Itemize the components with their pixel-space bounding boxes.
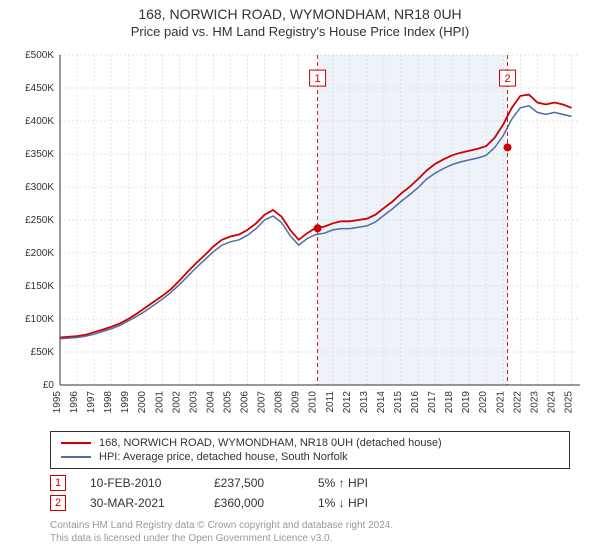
page-subtitle: Price paid vs. HM Land Registry's House … — [0, 24, 600, 45]
svg-text:2000: 2000 — [137, 391, 148, 414]
svg-text:2025: 2025 — [563, 391, 574, 414]
svg-text:£350K: £350K — [25, 149, 54, 160]
svg-text:2014: 2014 — [376, 391, 387, 414]
svg-text:2017: 2017 — [427, 391, 438, 414]
sale-row: 2 30-MAR-2021 £360,000 1% ↓ HPI — [50, 493, 570, 513]
sale-diff: 1% ↓ HPI — [318, 496, 398, 510]
svg-text:2024: 2024 — [546, 391, 557, 414]
svg-text:£500K: £500K — [25, 50, 54, 61]
svg-text:2007: 2007 — [257, 391, 268, 414]
svg-text:2008: 2008 — [274, 391, 285, 414]
sale-date: 30-MAR-2021 — [90, 496, 190, 510]
svg-text:1999: 1999 — [120, 391, 131, 414]
svg-text:2015: 2015 — [393, 391, 404, 414]
svg-text:2023: 2023 — [529, 391, 540, 414]
footer-attribution: Contains HM Land Registry data © Crown c… — [50, 519, 570, 545]
footer-line-1: Contains HM Land Registry data © Crown c… — [50, 519, 570, 532]
svg-text:2012: 2012 — [342, 391, 353, 414]
svg-text:2003: 2003 — [188, 391, 199, 414]
svg-text:1997: 1997 — [86, 391, 97, 414]
svg-text:£400K: £400K — [25, 116, 54, 127]
legend-label: 168, NORWICH ROAD, WYMONDHAM, NR18 0UH (… — [99, 437, 442, 449]
svg-text:2010: 2010 — [308, 391, 319, 414]
svg-text:2016: 2016 — [410, 391, 421, 414]
page-title: 168, NORWICH ROAD, WYMONDHAM, NR18 0UH — [0, 0, 600, 24]
svg-text:2: 2 — [504, 73, 510, 85]
svg-text:1: 1 — [315, 73, 321, 85]
legend: 168, NORWICH ROAD, WYMONDHAM, NR18 0UH (… — [50, 431, 570, 469]
svg-text:2018: 2018 — [444, 391, 455, 414]
footer-line-2: This data is licensed under the Open Gov… — [50, 532, 570, 545]
svg-text:2011: 2011 — [325, 391, 336, 413]
svg-text:£100K: £100K — [25, 314, 54, 325]
legend-item: 168, NORWICH ROAD, WYMONDHAM, NR18 0UH (… — [61, 436, 559, 450]
sale-row: 1 10-FEB-2010 £237,500 5% ↑ HPI — [50, 473, 570, 493]
svg-text:2013: 2013 — [359, 391, 370, 414]
svg-text:1996: 1996 — [69, 391, 80, 414]
svg-text:£0: £0 — [43, 380, 55, 391]
sale-price: £237,500 — [214, 476, 294, 490]
svg-text:2019: 2019 — [461, 391, 472, 414]
legend-swatch — [61, 442, 91, 444]
legend-item: HPI: Average price, detached house, Sout… — [61, 450, 559, 464]
svg-text:1995: 1995 — [52, 391, 63, 414]
svg-text:2009: 2009 — [291, 391, 302, 414]
svg-text:2021: 2021 — [495, 391, 506, 414]
sales-table: 1 10-FEB-2010 £237,500 5% ↑ HPI 2 30-MAR-2021… — [50, 473, 570, 513]
svg-text:2006: 2006 — [240, 391, 251, 414]
svg-text:£250K: £250K — [25, 215, 54, 226]
svg-text:£150K: £150K — [25, 281, 54, 292]
sale-price: £360,000 — [214, 496, 294, 510]
legend-swatch — [61, 456, 91, 458]
svg-text:2004: 2004 — [205, 391, 216, 414]
sale-marker: 2 — [50, 495, 66, 511]
svg-text:1998: 1998 — [103, 391, 114, 414]
sale-date: 10-FEB-2010 — [90, 476, 190, 490]
svg-text:2005: 2005 — [222, 391, 233, 414]
svg-text:2001: 2001 — [154, 391, 165, 414]
chart-svg: £0 £50K £100K £150K £200K £250K £300K £350K £400… — [10, 45, 590, 425]
svg-text:£300K: £300K — [25, 182, 54, 193]
sale-marker: 1 — [50, 475, 66, 491]
svg-text:2002: 2002 — [171, 391, 182, 414]
price-chart: £0 £50K £100K £150K £200K £250K £300K £350K £400… — [10, 45, 590, 425]
svg-text:2022: 2022 — [512, 391, 523, 414]
svg-text:£450K: £450K — [25, 83, 54, 94]
sale-diff: 5% ↑ HPI — [318, 476, 398, 490]
svg-text:£50K: £50K — [31, 347, 55, 358]
svg-text:2020: 2020 — [478, 391, 489, 414]
svg-text:£200K: £200K — [25, 248, 54, 259]
legend-label: HPI: Average price, detached house, Sout… — [99, 451, 348, 463]
